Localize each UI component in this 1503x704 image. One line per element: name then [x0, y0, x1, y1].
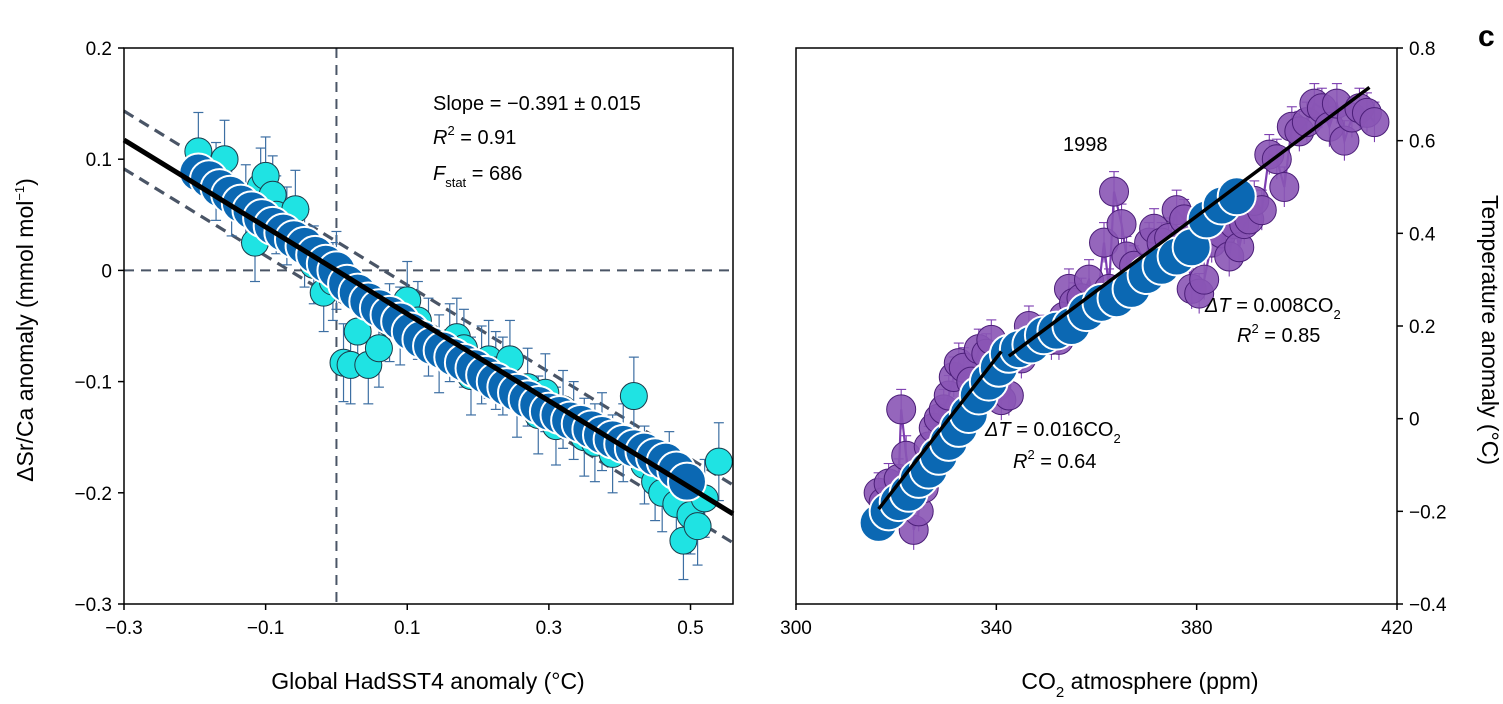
eq-low-sub: 2	[1113, 431, 1120, 446]
f-sub: stat	[445, 175, 466, 190]
panel-right: 300 340 380 420−0.4 −0.2 0 0.2 0.4 0.6 0.8 1998 Δ…	[780, 20, 1503, 701]
fit-high-equation: ΔT = 0.008CO2	[1204, 295, 1341, 322]
x-axis-label-left: Global HadSST4 anomaly (°C)	[271, 668, 584, 694]
slope-annotation: Slope = −0.391 ± 0.015	[433, 93, 641, 115]
r2-symbol: R	[433, 127, 447, 149]
y-tick-label: 0.4	[1409, 224, 1436, 245]
y-tick-label: 0.8	[1409, 39, 1435, 60]
y-tick-label: −0.3	[74, 595, 112, 616]
r2-low-symbol: R	[1013, 451, 1027, 473]
annual-point-purple	[1189, 264, 1220, 295]
x-label-sub: 2	[1056, 684, 1064, 701]
confidence-band	[123, 109, 734, 545]
annual-point-purple	[1269, 172, 1300, 202]
annual-point-purple	[1099, 176, 1130, 207]
fit-high-r2: R2 = 0.85	[1237, 321, 1320, 347]
band-lower	[123, 167, 734, 545]
fit-line	[122, 137, 735, 517]
y-label-sup: −1	[12, 186, 27, 201]
f-symbol: F	[433, 163, 447, 185]
annual-point	[704, 447, 733, 476]
year-1998-label: 1998	[1063, 134, 1108, 156]
y-axis-label-right: Temperature anomaly (°C)	[1477, 195, 1503, 465]
smoothed-points	[178, 152, 707, 502]
smoothed-point	[1216, 176, 1257, 217]
fit-segment-low	[877, 350, 1003, 511]
y-tick-label: 0.1	[86, 150, 112, 171]
annual-point	[683, 512, 712, 541]
regression-line	[122, 137, 735, 517]
fit-low-equation: ΔT = 0.016CO2	[984, 419, 1121, 446]
r2-high-symbol: R	[1237, 325, 1251, 347]
eq-high-sub: 2	[1333, 307, 1340, 322]
x-tick-label: 0.5	[677, 618, 703, 639]
r2-high-sup: 2	[1251, 321, 1258, 336]
x-tick-label: 300	[780, 618, 812, 639]
y-tick-label: 0.2	[1409, 317, 1435, 338]
y-tick-label: 0.2	[86, 39, 112, 60]
x-tick-label: 420	[1381, 618, 1413, 639]
fstat-annotation: Fstat = 686	[433, 163, 522, 190]
annual-point	[364, 334, 393, 363]
fit-segment-high	[1007, 85, 1371, 358]
y-tick-label: 0.6	[1409, 132, 1435, 153]
annual-point-purple	[1359, 107, 1390, 138]
r2-high-value: = 0.85	[1259, 325, 1321, 347]
reference-lines	[124, 48, 733, 604]
x-axis-label-right: CO2 atmosphere (ppm)	[1021, 668, 1258, 701]
r2-low-value: = 0.64	[1035, 451, 1097, 473]
x-tick-label: 380	[1181, 618, 1213, 639]
annual-point	[619, 382, 648, 411]
fit-low-r2: R2 = 0.64	[1013, 447, 1096, 473]
r2-sup: 2	[447, 123, 454, 138]
axis-ticks: −0.3 −0.1 0.1 0.3 0.5 −0.3 −0.2 −0.1 0 0.1 0.2	[74, 39, 703, 639]
band-upper	[123, 109, 734, 487]
x-tick-label: 0.3	[536, 618, 562, 639]
y-axis-label-left: ΔSr/Ca anomaly (mmol mol−1)	[12, 178, 38, 482]
y-tick-label: 0	[1409, 410, 1420, 431]
y-label-end: )	[12, 178, 38, 186]
y-tick-label: −0.1	[74, 373, 112, 394]
y-tick-label: −0.2	[1409, 502, 1447, 523]
x-tick-label: 0.1	[394, 618, 420, 639]
annual-point-purple	[1106, 209, 1137, 240]
annual-point-purple	[1089, 227, 1120, 258]
eq-high: = 0.008CO	[1231, 295, 1334, 317]
x-label-pre: CO	[1021, 668, 1056, 694]
y-label-main: ΔSr/Ca anomaly (mmol mol	[12, 201, 38, 482]
y-tick-label: −0.4	[1409, 595, 1447, 616]
y-tick-label: 0	[101, 261, 112, 282]
smoothed-points-right	[858, 176, 1257, 543]
x-tick-label: −0.3	[105, 618, 143, 639]
panel-left: −0.3 −0.1 0.1 0.3 0.5 −0.3 −0.2 −0.1 0 0.1 0.2 Slo…	[12, 39, 735, 694]
r2-low-sup: 2	[1027, 447, 1034, 462]
x-tick-label: 340	[980, 618, 1012, 639]
dt-symbol-high: ΔT	[1204, 295, 1232, 317]
plot-frame	[123, 47, 734, 605]
y-tick-label: −0.2	[74, 484, 112, 505]
panel-label: c	[1478, 20, 1495, 53]
axis-ticks-right: 300 340 380 420−0.4 −0.2 0 0.2 0.4 0.6 0.8	[780, 39, 1447, 639]
f-value: = 686	[466, 163, 522, 185]
r2-value: = 0.91	[455, 127, 517, 149]
x-tick-label: −0.1	[247, 618, 285, 639]
eq-low: = 0.016CO	[1011, 419, 1114, 441]
annual-point-purple	[886, 394, 917, 425]
r2-annotation: R2 = 0.91	[433, 123, 516, 149]
fit-segments	[877, 85, 1371, 511]
x-label-post: atmosphere (ppm)	[1064, 668, 1258, 694]
dt-symbol-low: ΔT	[984, 419, 1012, 441]
